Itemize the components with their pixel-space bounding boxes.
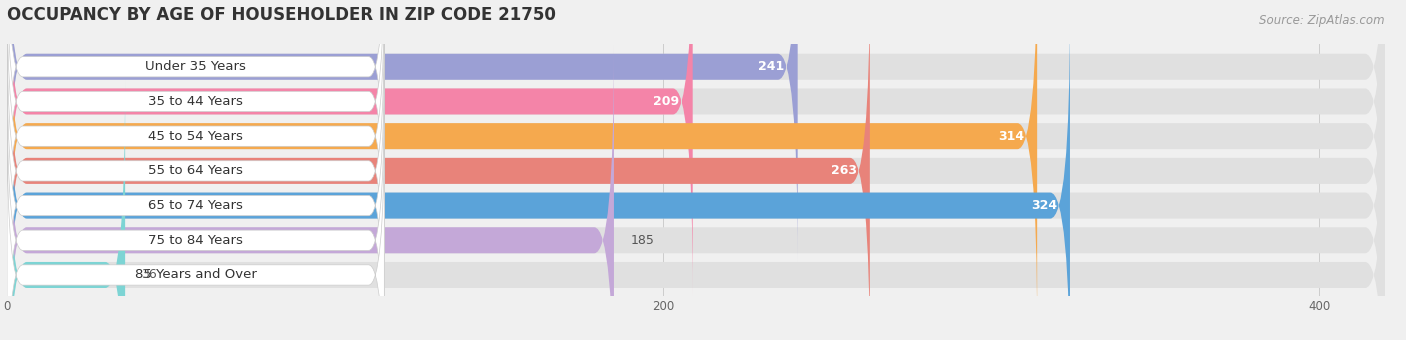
FancyBboxPatch shape (7, 0, 1385, 340)
Text: 85 Years and Over: 85 Years and Over (135, 269, 257, 282)
Text: Source: ZipAtlas.com: Source: ZipAtlas.com (1260, 14, 1385, 27)
FancyBboxPatch shape (7, 119, 384, 340)
FancyBboxPatch shape (7, 10, 1070, 340)
FancyBboxPatch shape (7, 0, 1385, 262)
Text: 314: 314 (998, 130, 1024, 143)
FancyBboxPatch shape (7, 0, 384, 258)
Text: 324: 324 (1031, 199, 1057, 212)
Text: 263: 263 (831, 164, 856, 177)
Text: 241: 241 (758, 60, 785, 73)
FancyBboxPatch shape (7, 45, 1385, 340)
FancyBboxPatch shape (7, 0, 693, 297)
Text: 65 to 74 Years: 65 to 74 Years (148, 199, 243, 212)
FancyBboxPatch shape (7, 10, 1385, 340)
FancyBboxPatch shape (7, 0, 384, 223)
Text: 55 to 64 Years: 55 to 64 Years (148, 164, 243, 177)
Text: Under 35 Years: Under 35 Years (145, 60, 246, 73)
FancyBboxPatch shape (7, 0, 870, 340)
FancyBboxPatch shape (7, 80, 125, 340)
Text: 209: 209 (654, 95, 679, 108)
FancyBboxPatch shape (7, 80, 1385, 340)
FancyBboxPatch shape (7, 0, 1038, 332)
Text: 75 to 84 Years: 75 to 84 Years (148, 234, 243, 247)
Text: 185: 185 (630, 234, 654, 247)
Text: 35 to 44 Years: 35 to 44 Years (148, 95, 243, 108)
FancyBboxPatch shape (7, 49, 384, 340)
Text: 36: 36 (142, 269, 157, 282)
FancyBboxPatch shape (7, 0, 797, 262)
Text: 45 to 54 Years: 45 to 54 Years (148, 130, 243, 143)
FancyBboxPatch shape (7, 84, 384, 340)
FancyBboxPatch shape (7, 45, 614, 340)
FancyBboxPatch shape (7, 0, 1385, 332)
FancyBboxPatch shape (7, 0, 1385, 297)
FancyBboxPatch shape (7, 0, 384, 293)
Text: OCCUPANCY BY AGE OF HOUSEHOLDER IN ZIP CODE 21750: OCCUPANCY BY AGE OF HOUSEHOLDER IN ZIP C… (7, 6, 555, 24)
FancyBboxPatch shape (7, 14, 384, 327)
